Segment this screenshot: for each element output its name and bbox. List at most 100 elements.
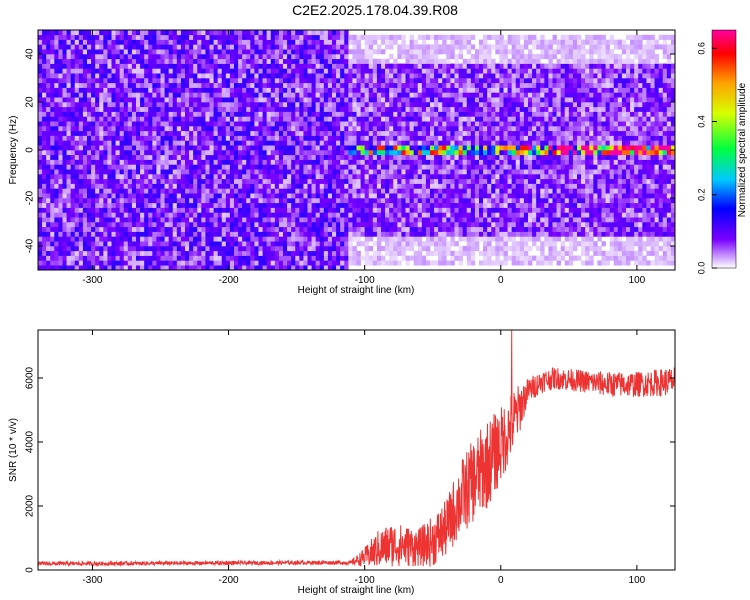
- heatmap-cell: [299, 34, 304, 40]
- heatmap-cell: [336, 183, 341, 189]
- heatmap-cell: [42, 226, 47, 232]
- heatmap-cell: [140, 121, 145, 127]
- heatmap-cell: [193, 193, 198, 199]
- heatmap-cell: [250, 78, 255, 84]
- heatmap-cell: [107, 97, 112, 103]
- heatmap-cell: [372, 92, 378, 98]
- heatmap-cell: [417, 183, 423, 189]
- heatmap-cell: [397, 169, 402, 175]
- heatmap-cell: [381, 140, 386, 146]
- heatmap-cell: [315, 111, 321, 117]
- heatmap-cell: [185, 246, 190, 252]
- heatmap-cell: [225, 68, 231, 74]
- heatmap-cell: [156, 130, 161, 136]
- heatmap-cell: [180, 111, 186, 117]
- heatmap-cell: [283, 44, 288, 50]
- heatmap-cell: [454, 250, 459, 256]
- heatmap-cell: [38, 145, 43, 151]
- heatmap-cell: [303, 97, 308, 103]
- heatmap-cell: [123, 164, 129, 170]
- heatmap-cell: [372, 154, 378, 160]
- heatmap-cell: [372, 222, 378, 228]
- heatmap-cell: [258, 140, 263, 146]
- heatmap-cell: [209, 198, 214, 204]
- heatmap-cell: [258, 111, 263, 117]
- heatmap-cell: [385, 78, 390, 84]
- heatmap-cell: [299, 44, 304, 50]
- heatmap-cell: [66, 222, 71, 228]
- heatmap-cell: [103, 135, 108, 141]
- heatmap-cell: [164, 73, 169, 79]
- heatmap-cell: [234, 44, 239, 50]
- heatmap-cell: [197, 265, 202, 270]
- heatmap-cell: [160, 54, 165, 60]
- heatmap-cell: [401, 82, 406, 88]
- heatmap-cell: [434, 140, 439, 146]
- heatmap-cell: [299, 207, 304, 213]
- heatmap-cell: [287, 121, 292, 127]
- heatmap-cell: [381, 121, 386, 127]
- heatmap-cell: [405, 183, 410, 189]
- heatmap-cell: [336, 87, 341, 93]
- heatmap-cell: [307, 154, 312, 160]
- heatmap-cell: [168, 102, 174, 108]
- heatmap-cell: [103, 169, 108, 175]
- heatmap-cell: [172, 102, 178, 108]
- heatmap-cell: [99, 198, 104, 204]
- heatmap-cell: [172, 73, 178, 79]
- heatmap-cell: [42, 102, 47, 108]
- heatmap-cell: [140, 87, 145, 93]
- heatmap-cell: [238, 222, 243, 228]
- heatmap-cell: [295, 226, 300, 232]
- heatmap-cell: [176, 92, 182, 98]
- heatmap-cell: [189, 260, 194, 266]
- heatmap-cell: [385, 140, 390, 146]
- heatmap-cell: [234, 92, 239, 98]
- heatmap-cell: [205, 97, 210, 103]
- heatmap-cell: [258, 265, 263, 270]
- heatmap-cell: [164, 207, 169, 213]
- heatmap-cell: [336, 140, 341, 146]
- heatmap-cell: [356, 178, 361, 184]
- heatmap-cell: [152, 212, 157, 218]
- heatmap-cell: [254, 193, 259, 199]
- heatmap-cell: [234, 193, 239, 199]
- heatmap-cell: [323, 49, 329, 55]
- heatmap-cell: [315, 87, 321, 93]
- heatmap-cell: [193, 164, 198, 170]
- heatmap-cell: [352, 39, 357, 45]
- heatmap-cell: [438, 231, 443, 237]
- heatmap-cell: [262, 82, 267, 88]
- heatmap-cell: [107, 169, 112, 175]
- heatmap-cell: [307, 102, 312, 108]
- heatmap-cell: [425, 207, 431, 213]
- heatmap-cell: [368, 44, 374, 50]
- heatmap-cell: [434, 145, 439, 151]
- heatmap-cell: [242, 231, 247, 237]
- heatmap-cell: [283, 111, 288, 117]
- heatmap-cell: [148, 183, 153, 189]
- heatmap-cell: [376, 198, 382, 204]
- heatmap-cell: [409, 68, 414, 74]
- heatmap-cell: [315, 183, 321, 189]
- heatmap-cell: [421, 39, 427, 45]
- heatmap-cell: [389, 111, 394, 117]
- heatmap-cell: [201, 58, 206, 64]
- heatmap-cell: [413, 44, 419, 50]
- heatmap-cell: [348, 154, 353, 160]
- heatmap-cell: [180, 202, 186, 208]
- heatmap-cell: [250, 135, 255, 141]
- heatmap-cell: [99, 34, 104, 40]
- heatmap-cell: [172, 82, 178, 88]
- heatmap-cell: [136, 250, 141, 256]
- heatmap-cell: [234, 207, 239, 213]
- heatmap-cell: [287, 68, 292, 74]
- heatmap-cell: [262, 49, 267, 55]
- heatmap-cell: [250, 169, 255, 175]
- heatmap-cell: [262, 260, 267, 266]
- heatmap-cell: [242, 159, 247, 165]
- heatmap-cell: [246, 174, 251, 180]
- heatmap-cell: [127, 102, 133, 108]
- heatmap-cell: [217, 183, 223, 189]
- heatmap-cell: [209, 222, 214, 228]
